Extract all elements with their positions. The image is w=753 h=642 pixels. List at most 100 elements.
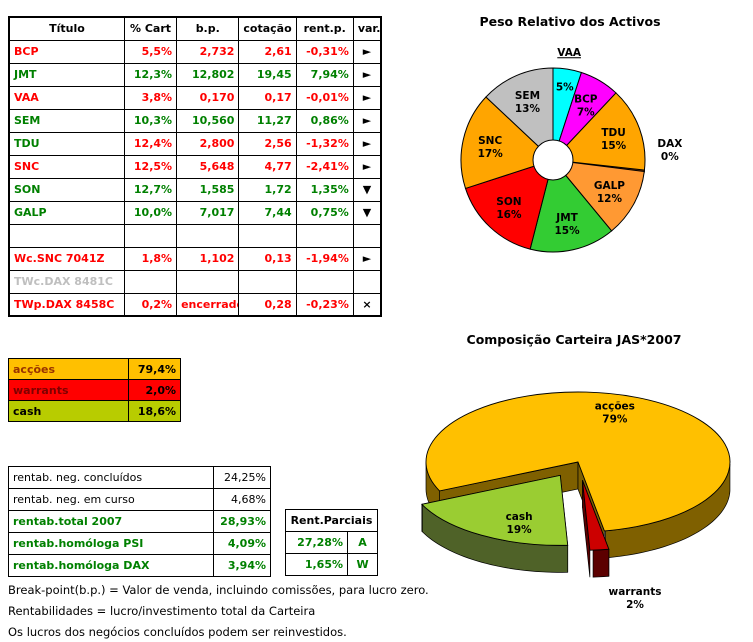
trend-right-icon[interactable]: ► [352, 131, 382, 156]
allocation-label[interactable]: cash [8, 400, 129, 422]
cotacao-cell[interactable]: 2,56 [238, 131, 297, 156]
rent-cell[interactable]: -1,32% [295, 131, 354, 156]
ticker-cell[interactable]: BCP [8, 39, 125, 64]
bp-cell[interactable] [176, 223, 240, 248]
returns-value[interactable]: 3,94% [213, 554, 271, 577]
trend-right-icon[interactable]: ► [352, 108, 382, 133]
bp-cell[interactable]: 0,170 [176, 85, 240, 110]
column-header[interactable]: b.p. [176, 16, 240, 41]
ticker-cell[interactable]: Wc.SNC 7041Z [8, 246, 125, 271]
cart-cell[interactable]: 10,3% [123, 108, 178, 133]
cart-cell[interactable] [123, 223, 178, 248]
ticker-cell[interactable]: VAA [8, 85, 125, 110]
bp-cell[interactable]: 5,648 [176, 154, 240, 179]
returns-value[interactable]: 4,68% [213, 488, 271, 511]
rent-cell[interactable] [295, 223, 354, 248]
bp-cell[interactable]: 12,802 [176, 62, 240, 87]
trend-down-icon[interactable]: ▼ [352, 177, 382, 202]
column-header[interactable]: % Cart [123, 16, 178, 41]
cart-cell[interactable]: 10,0% [123, 200, 178, 225]
trend-right-icon[interactable]: ► [352, 39, 382, 64]
returns-value[interactable]: 4,09% [213, 532, 271, 555]
trend-right-icon[interactable]: ► [352, 62, 382, 87]
partial-value[interactable]: 1,65% [285, 553, 348, 576]
ticker-cell[interactable]: TWc.DAX 8481C [8, 269, 125, 294]
cotacao-cell[interactable]: 0,28 [238, 292, 297, 317]
rent-cell[interactable]: -0,23% [295, 292, 354, 317]
closed-x-icon[interactable]: × [352, 292, 382, 317]
allocation-value[interactable]: 79,4% [128, 358, 181, 380]
cotacao-cell[interactable] [238, 223, 297, 248]
rent-cell[interactable]: 1,35% [295, 177, 354, 202]
bp-cell[interactable] [176, 269, 240, 294]
rent-cell[interactable]: 0,86% [295, 108, 354, 133]
allocation-label[interactable]: acções [8, 358, 129, 380]
trend-right-icon[interactable]: ► [352, 246, 382, 271]
ticker-cell[interactable]: GALP [8, 200, 125, 225]
rent-cell[interactable]: 0,75% [295, 200, 354, 225]
bp-cell[interactable]: 2,732 [176, 39, 240, 64]
partial-tag[interactable]: W [346, 553, 379, 576]
ticker-cell[interactable] [8, 223, 125, 248]
column-header[interactable]: rent.p. [295, 16, 354, 41]
allocation-value[interactable]: 2,0% [128, 379, 181, 401]
cotacao-cell[interactable]: 1,72 [238, 177, 297, 202]
column-header[interactable]: var. [352, 16, 382, 41]
ticker-cell[interactable]: TWp.DAX 8458C [8, 292, 125, 317]
returns-label[interactable]: rentab. neg. concluídos [8, 466, 214, 489]
var-cell[interactable] [352, 223, 382, 248]
cart-cell[interactable]: 12,5% [123, 154, 178, 179]
cart-cell[interactable]: 12,4% [123, 131, 178, 156]
rent-cell[interactable]: -1,94% [295, 246, 354, 271]
bp-cell[interactable]: 2,800 [176, 131, 240, 156]
cart-cell[interactable]: 5,5% [123, 39, 178, 64]
cotacao-cell[interactable]: 0,17 [238, 85, 297, 110]
returns-value[interactable]: 28,93% [213, 510, 271, 533]
trend-down-icon[interactable]: ▼ [352, 200, 382, 225]
relative-weight-chart[interactable]: Peso Relativo dos Activos VAA 5% BCP 7% TDU 1… [415, 12, 725, 296]
rent-cell[interactable]: -2,41% [295, 154, 354, 179]
cart-cell[interactable]: 1,8% [123, 246, 178, 271]
cotacao-cell[interactable]: 4,77 [238, 154, 297, 179]
cart-cell[interactable]: 12,7% [123, 177, 178, 202]
ticker-cell[interactable]: JMT [8, 62, 125, 87]
cotacao-cell[interactable]: 7,44 [238, 200, 297, 225]
cart-cell[interactable]: 3,8% [123, 85, 178, 110]
cart-cell[interactable] [123, 269, 178, 294]
cotacao-cell[interactable]: 0,13 [238, 246, 297, 271]
returns-label[interactable]: rentab. neg. em curso [8, 488, 214, 511]
trend-right-icon[interactable]: ► [352, 154, 382, 179]
partials-header[interactable]: Rent.Parciais [284, 509, 379, 532]
returns-label[interactable]: rentab.homóloga PSI [8, 532, 214, 555]
cotacao-cell[interactable]: 19,45 [238, 62, 297, 87]
rent-cell[interactable]: -0,31% [295, 39, 354, 64]
ticker-cell[interactable]: SON [8, 177, 125, 202]
partial-value[interactable]: 27,28% [285, 531, 348, 554]
column-header[interactable]: cotação [238, 16, 297, 41]
partial-tag[interactable]: A [346, 531, 379, 554]
var-cell[interactable] [352, 269, 382, 294]
rent-cell[interactable]: -0,01% [295, 85, 354, 110]
rent-cell[interactable]: 7,94% [295, 62, 354, 87]
returns-value[interactable]: 24,25% [213, 466, 271, 489]
column-header[interactable]: Título [8, 16, 125, 41]
bp-cell[interactable]: 7,017 [176, 200, 240, 225]
ticker-cell[interactable]: SNC [8, 154, 125, 179]
trend-right-icon[interactable]: ► [352, 85, 382, 110]
cart-cell[interactable]: 0,2% [123, 292, 178, 317]
bp-cell[interactable]: 10,560 [176, 108, 240, 133]
returns-label[interactable]: rentab.homóloga DAX [8, 554, 214, 577]
ticker-cell[interactable]: SEM [8, 108, 125, 133]
portfolio-composition-chart[interactable]: Composição Carteira JAS*2007 acções 79% wa… [395, 330, 753, 640]
bp-cell[interactable]: 1,585 [176, 177, 240, 202]
rent-cell[interactable] [295, 269, 354, 294]
cotacao-cell[interactable]: 2,61 [238, 39, 297, 64]
ticker-cell[interactable]: TDU [8, 131, 125, 156]
allocation-value[interactable]: 18,6% [128, 400, 181, 422]
cotacao-cell[interactable] [238, 269, 297, 294]
cart-cell[interactable]: 12,3% [123, 62, 178, 87]
allocation-label[interactable]: warrants [8, 379, 129, 401]
bp-cell[interactable]: encerrado [176, 292, 240, 317]
returns-label[interactable]: rentab.total 2007 [8, 510, 214, 533]
bp-cell[interactable]: 1,102 [176, 246, 240, 271]
